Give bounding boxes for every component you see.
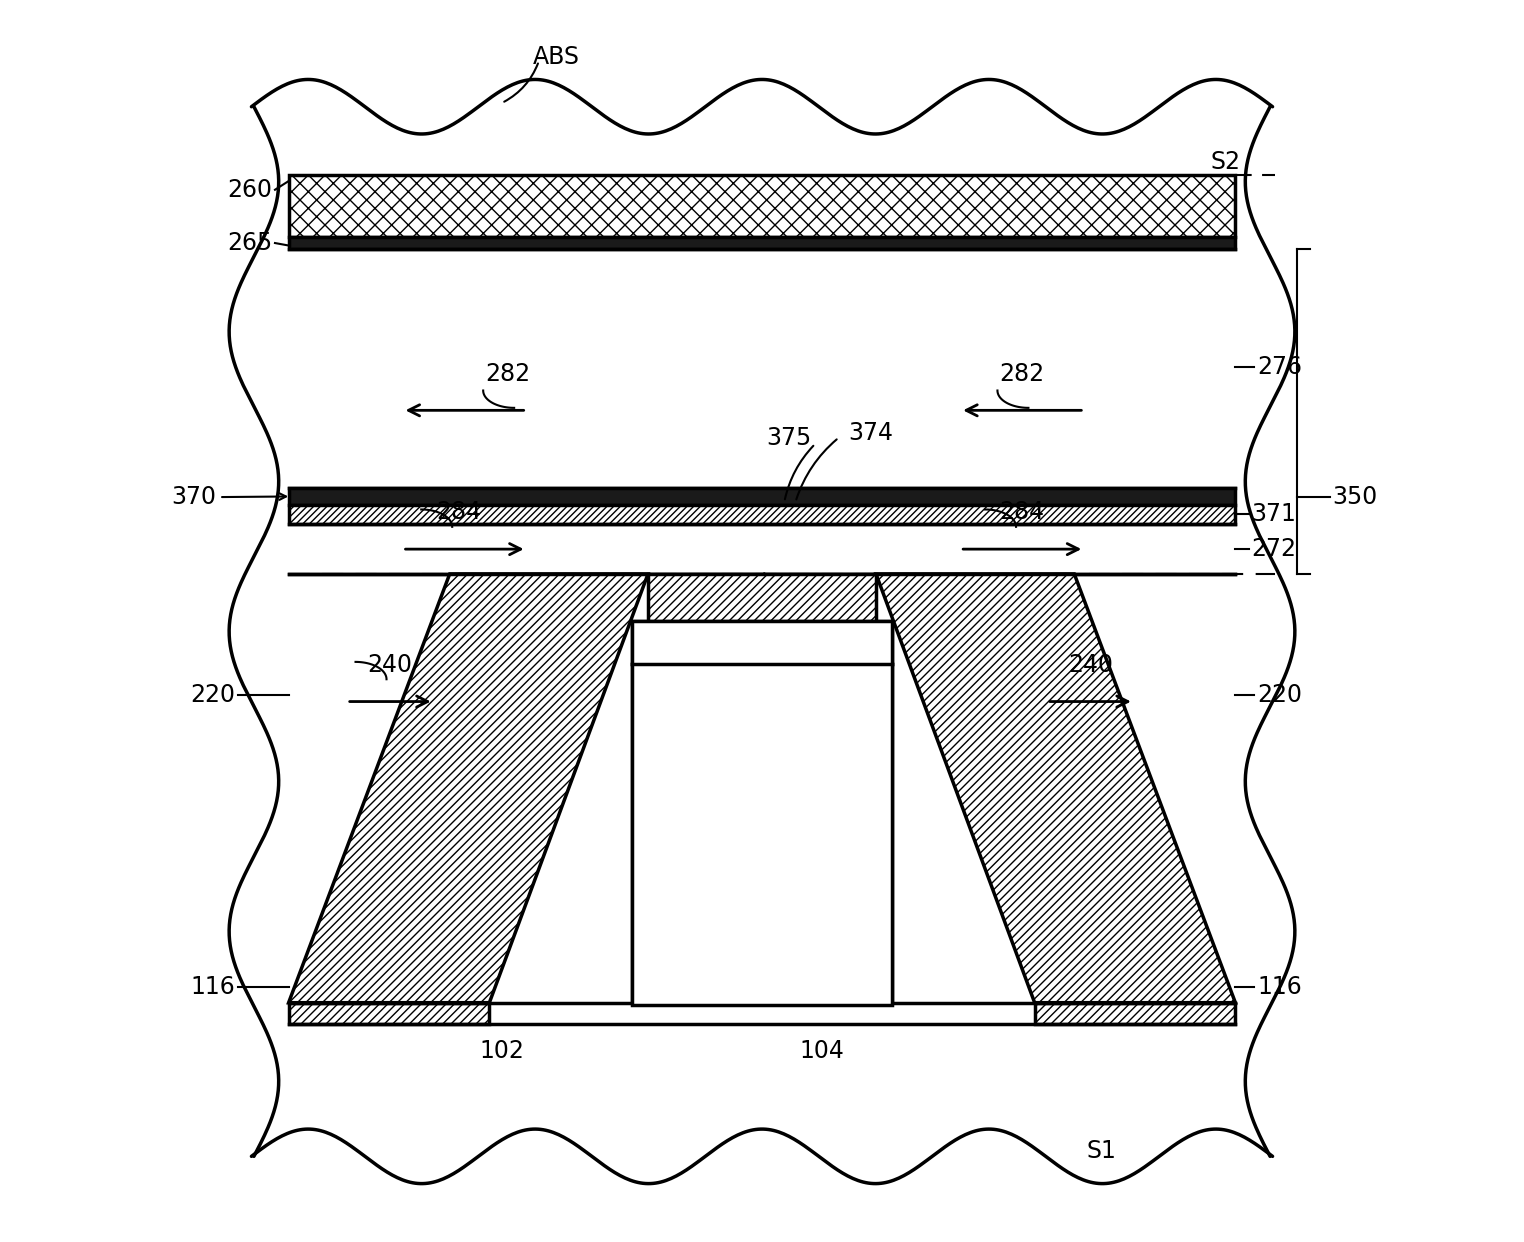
- Text: S2: S2: [1210, 150, 1241, 174]
- Text: 220: 220: [1257, 683, 1303, 708]
- Text: 284: 284: [436, 501, 482, 524]
- Text: ABS: ABS: [533, 45, 579, 70]
- Text: 282: 282: [486, 361, 530, 385]
- Text: 370: 370: [172, 486, 216, 509]
- Polygon shape: [276, 163, 1248, 1036]
- Text: 116: 116: [190, 975, 235, 999]
- Polygon shape: [876, 574, 1236, 1002]
- Polygon shape: [648, 574, 876, 621]
- Text: 102: 102: [480, 1038, 524, 1063]
- Text: 110: 110: [780, 596, 826, 621]
- Polygon shape: [632, 621, 892, 1002]
- Text: 265: 265: [227, 231, 273, 255]
- Text: S1: S1: [1087, 1139, 1117, 1164]
- Polygon shape: [288, 488, 1236, 504]
- Text: 374: 374: [849, 421, 893, 445]
- Text: 282: 282: [1000, 361, 1045, 385]
- Text: 100: 100: [645, 677, 690, 702]
- Text: 375: 375: [767, 426, 812, 450]
- Polygon shape: [288, 237, 1236, 250]
- Text: 350: 350: [1332, 486, 1378, 509]
- Text: 276: 276: [1257, 355, 1303, 379]
- Polygon shape: [288, 504, 1236, 524]
- Text: 116: 116: [1257, 975, 1303, 999]
- Text: 220: 220: [190, 683, 235, 708]
- Polygon shape: [288, 574, 648, 1002]
- Text: 284: 284: [1000, 501, 1045, 524]
- Polygon shape: [1035, 1002, 1236, 1023]
- Polygon shape: [288, 175, 1236, 237]
- Text: 240: 240: [1068, 653, 1113, 677]
- Text: 112: 112: [806, 576, 852, 601]
- Polygon shape: [632, 621, 892, 1005]
- Text: 104: 104: [799, 1038, 844, 1063]
- Text: 240: 240: [367, 653, 413, 677]
- Text: 272: 272: [1251, 537, 1297, 561]
- Text: 371: 371: [1251, 503, 1297, 527]
- Polygon shape: [288, 1002, 489, 1023]
- Text: 260: 260: [227, 178, 273, 201]
- Text: 111: 111: [719, 689, 764, 714]
